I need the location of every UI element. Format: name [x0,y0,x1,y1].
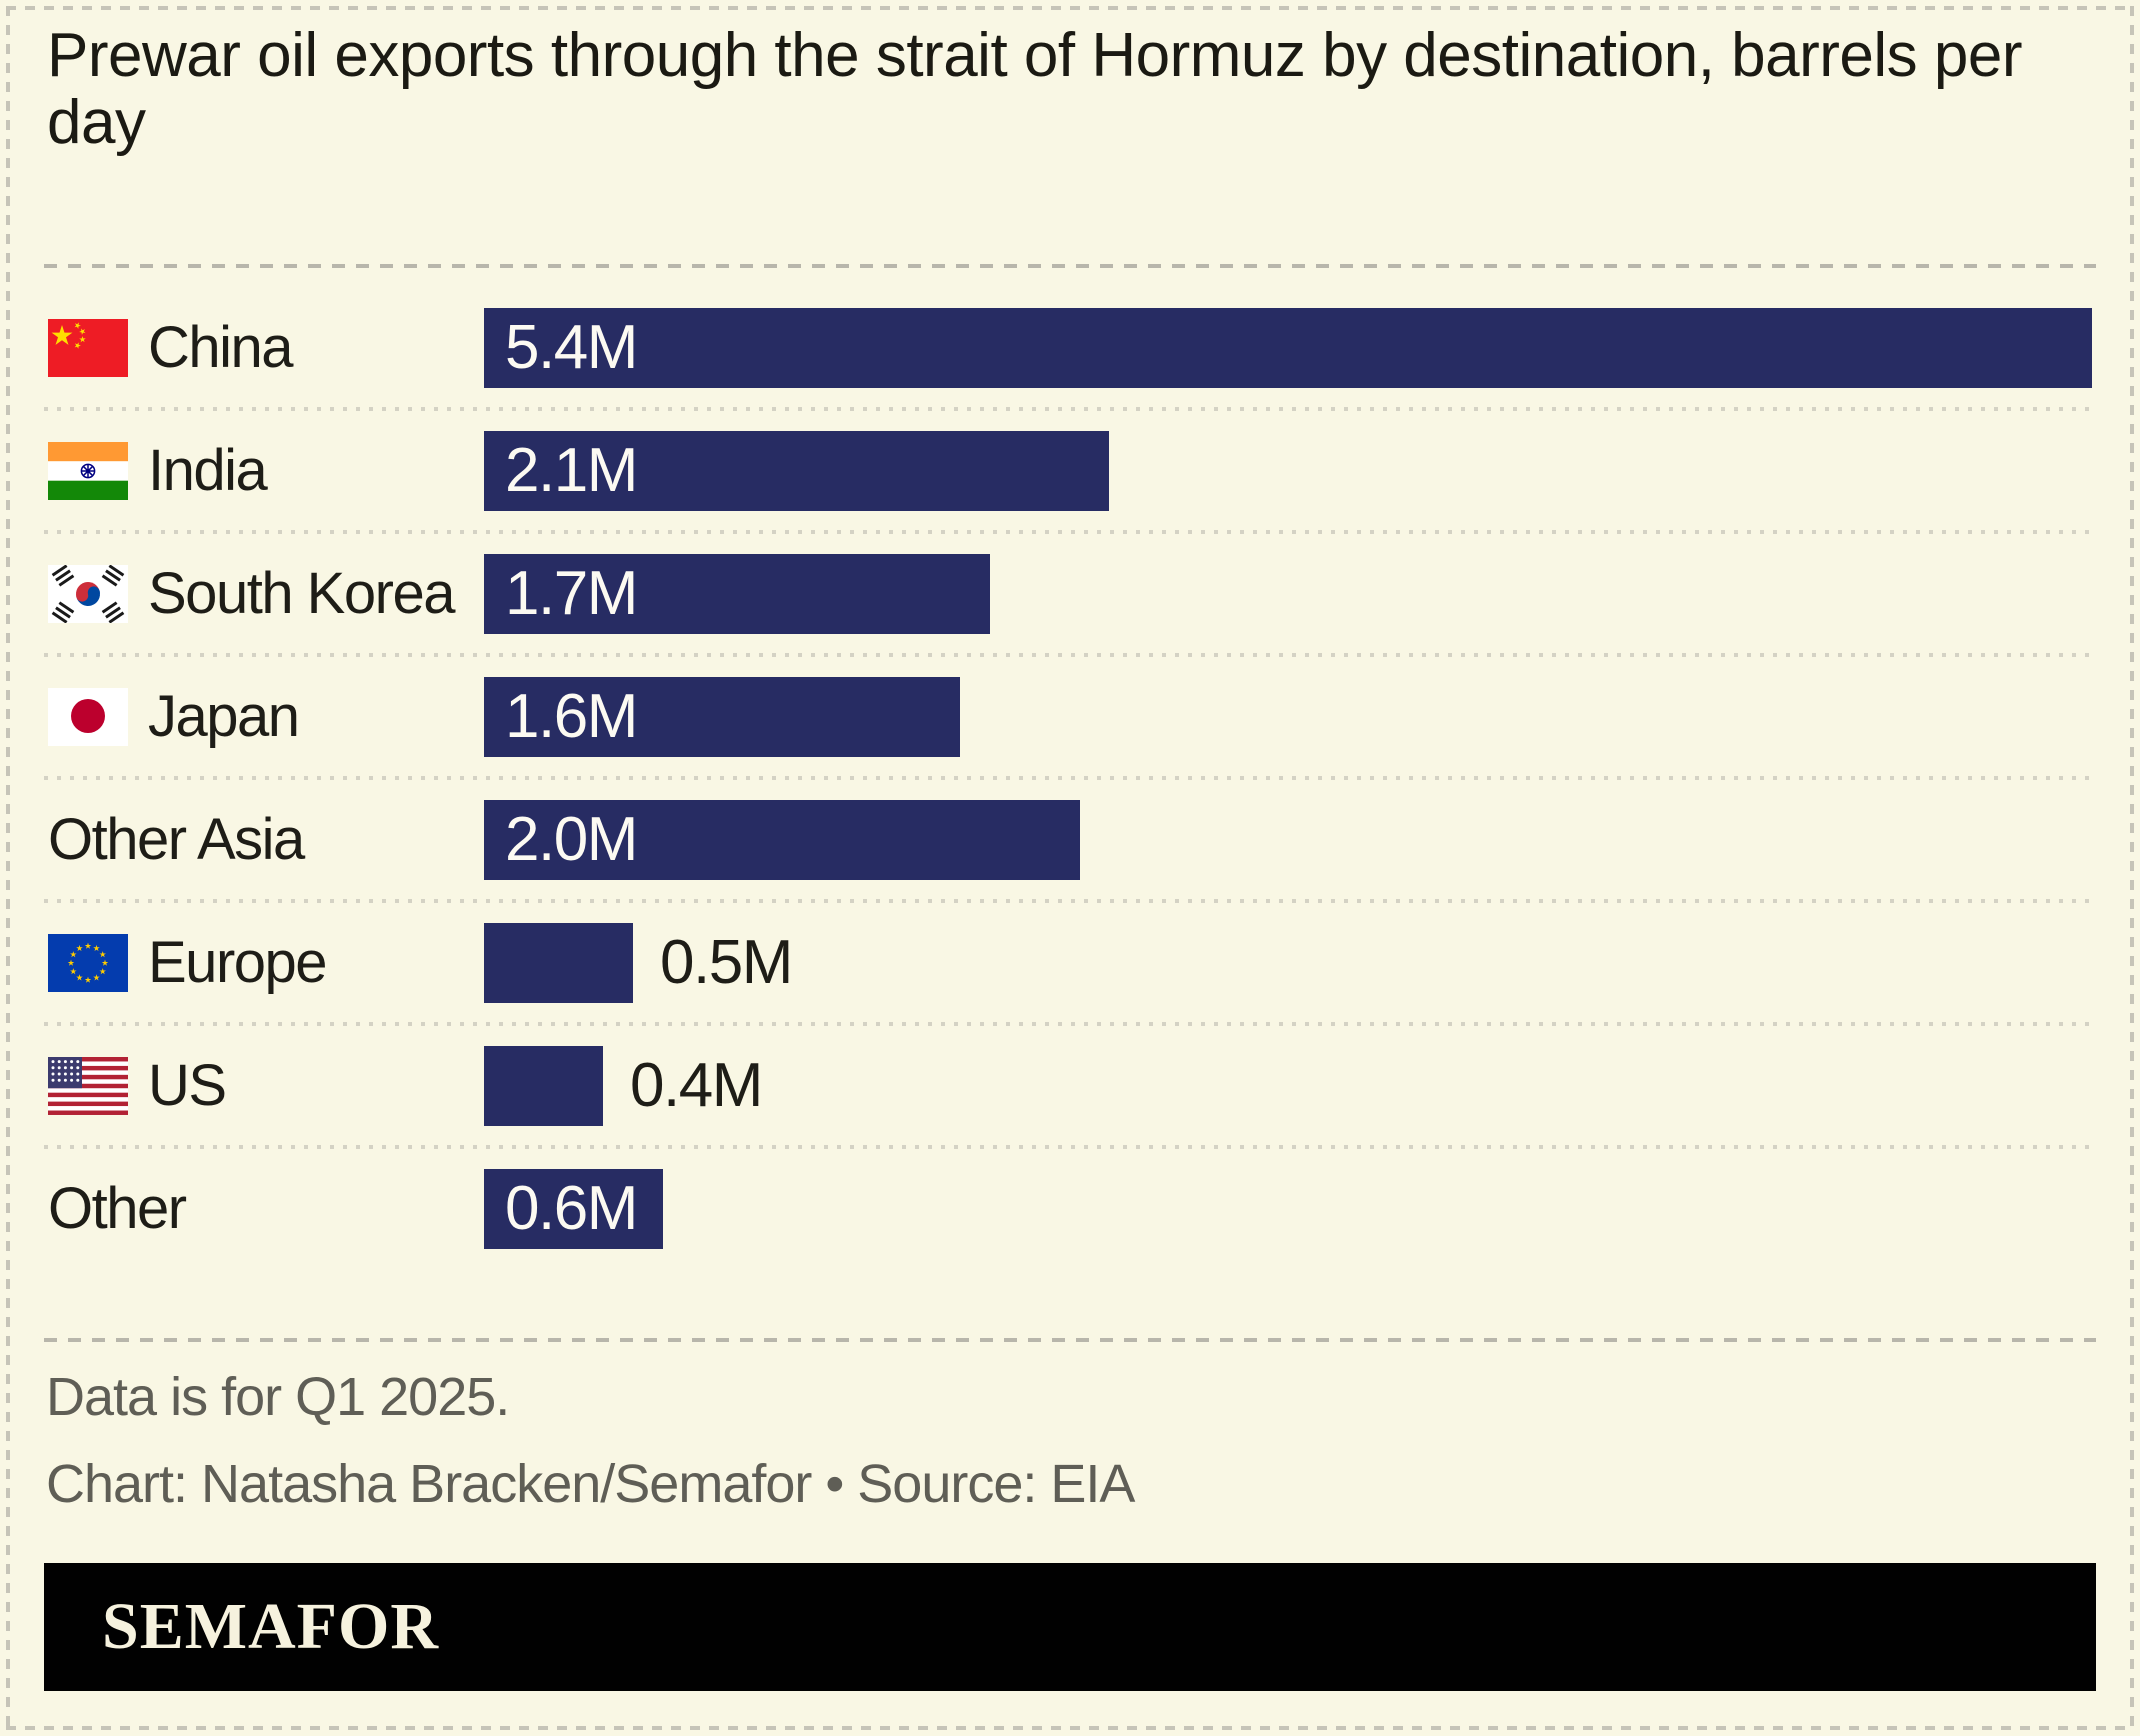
value-label: 2.1M [505,436,638,505]
bar-chart: China 5.4M India 2.1M [0,286,2140,1270]
value-label: 1.7M [505,559,638,628]
chart-row-other-asia: Other Asia 2.0M [0,778,2140,903]
row-label-cell: South Korea [48,560,484,627]
bar-cell: 5.4M [484,307,2140,388]
category-label: South Korea [148,561,455,626]
bar-us [484,1045,603,1126]
flag-icon-china [48,318,128,377]
row-label-cell: US [48,1052,484,1119]
category-label: India [148,438,268,503]
flag-icon-india [48,441,128,500]
border-left [6,6,10,1730]
chart-row-south-korea: South Korea 1.7M [0,532,2140,657]
category-label: Europe [148,930,328,995]
flag-icon-europe [48,933,128,992]
chart-row-china: China 5.4M [0,286,2140,411]
chart-row-japan: Japan 1.6M [0,655,2140,780]
bar-cell: 1.7M [484,553,2140,634]
category-label: Other Asia [48,807,305,872]
value-label: 0.4M [630,1051,763,1120]
bar-cell: 1.6M [484,676,2140,757]
row-label-cell: India [48,437,484,504]
row-label-cell: Europe [48,929,484,996]
semafor-logo-bar: SEMAFOR [44,1563,2096,1691]
semafor-logo: SEMAFOR [102,1590,439,1663]
flag-icon-us [48,1056,128,1115]
bar-japan: 1.6M [484,676,960,757]
bar-south-korea: 1.7M [484,553,990,634]
title-separator [44,264,2096,268]
flag-icon-south-korea [48,564,128,623]
chart-title: Prewar oil exports through the strait of… [47,21,2023,157]
bar-europe [484,922,633,1003]
bar-other: 0.6M [484,1168,663,1249]
bar-cell: 0.4M [484,1045,2140,1126]
chart-row-other: Other 0.6M [0,1147,2140,1270]
category-label: Japan [148,684,300,749]
footer-separator [44,1338,2096,1342]
value-label: 0.6M [505,1174,638,1243]
bar-cell: 0.6M [484,1168,2140,1249]
credit-line: Chart: Natasha Bracken/Semafor • Source:… [46,1454,1135,1514]
border-bottom [6,1726,2134,1730]
footnote: Data is for Q1 2025. [46,1367,510,1427]
border-top [6,6,2134,10]
row-label-cell: China [48,314,484,381]
row-label-cell: Japan [48,683,484,750]
bar-other-asia: 2.0M [484,799,1080,880]
chart-row-europe: Europe 0.5M [0,901,2140,1026]
value-label: 5.4M [505,313,638,382]
category-label: Other [48,1176,187,1241]
bar-cell: 2.1M [484,430,2140,511]
row-label-cell: Other [48,1175,484,1242]
category-label: China [148,315,294,380]
bar-cell: 2.0M [484,799,2140,880]
border-right [2130,6,2134,1730]
chart-row-india: India 2.1M [0,409,2140,534]
value-label: 0.5M [660,928,793,997]
value-label: 2.0M [505,805,638,874]
chart-row-us: US 0.4M [0,1024,2140,1149]
category-label: US [148,1053,227,1118]
bar-china: 5.4M [484,307,2092,388]
row-label-cell: Other Asia [48,806,484,873]
flag-icon-japan [48,687,128,746]
bar-cell: 0.5M [484,922,2140,1003]
value-label: 1.6M [505,682,638,751]
bar-india: 2.1M [484,430,1109,511]
